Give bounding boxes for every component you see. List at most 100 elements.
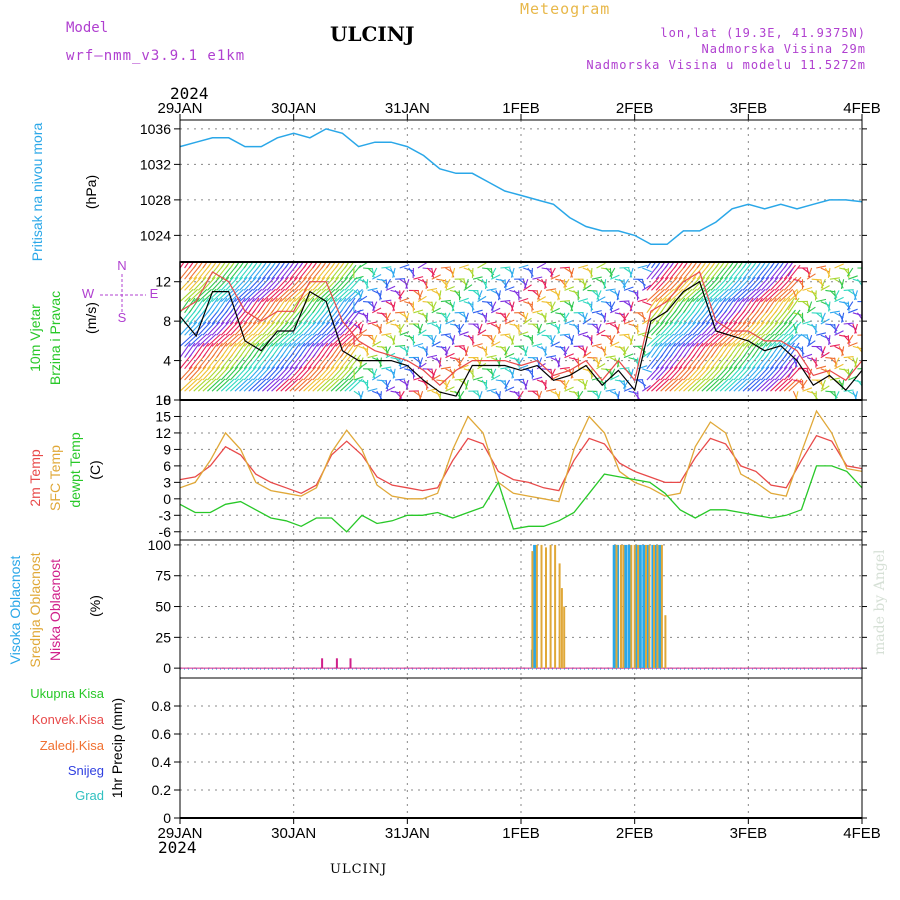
wind-barb	[751, 276, 765, 291]
wind-barb	[385, 386, 396, 392]
wind-barb	[243, 321, 257, 336]
wind-barb	[509, 301, 514, 312]
wind-barb	[477, 379, 488, 384]
wind-barb	[284, 288, 299, 303]
wind-barb	[738, 378, 752, 392]
wind-barb	[816, 298, 827, 303]
temp-2m-label: 2m Temp	[27, 449, 43, 507]
wind-barb	[829, 277, 840, 280]
wind-barb	[664, 333, 679, 347]
wind-barb	[852, 312, 862, 317]
wind-barb	[184, 342, 196, 358]
wind-barb	[413, 276, 424, 280]
wind-barb	[307, 342, 319, 358]
wind-barb	[335, 262, 341, 269]
wind-barb	[609, 335, 613, 346]
wind-barb	[477, 295, 487, 303]
wind-barb	[683, 288, 698, 303]
wind-barb	[609, 267, 613, 278]
wind-barb	[275, 297, 287, 314]
wind-barb	[582, 312, 587, 323]
wind-barb	[440, 333, 451, 336]
wind-barb	[252, 321, 266, 336]
wind-barb	[413, 376, 424, 381]
wind-barb	[463, 301, 474, 306]
wind-barb	[280, 342, 292, 358]
wind-barb	[623, 319, 634, 325]
wind-barb	[705, 276, 720, 291]
wind-barb	[211, 342, 223, 358]
wind-barb	[271, 297, 283, 314]
compass-n: N	[117, 258, 126, 273]
wind-barb	[477, 278, 487, 284]
wind-barb	[692, 333, 707, 347]
wind-barb	[202, 378, 217, 392]
wind-barb	[312, 378, 327, 392]
wind-barb	[344, 333, 359, 347]
wind-barb	[692, 288, 707, 303]
wind-barb	[774, 288, 789, 303]
wind-barb	[289, 366, 303, 381]
wind-barb	[669, 378, 684, 392]
wind-barb	[357, 290, 362, 301]
wind-barb	[234, 378, 249, 392]
wind-barb	[248, 262, 254, 269]
wind-barb	[284, 342, 297, 358]
cloud-bar	[558, 563, 561, 669]
wind-barb	[234, 366, 248, 381]
wind-barb	[339, 366, 353, 381]
wind-barb	[458, 357, 461, 368]
wind-barb	[829, 310, 840, 314]
wind-barb	[557, 323, 561, 334]
wind-barb	[220, 276, 234, 291]
wind-barb	[379, 357, 382, 368]
wind-barb	[316, 378, 331, 392]
wind-barb	[490, 267, 494, 278]
wind-barb	[546, 355, 557, 359]
y-tick-label: 3	[163, 474, 171, 490]
wind-barb	[518, 297, 529, 303]
wind-barb	[303, 262, 309, 269]
wind-barb	[490, 301, 494, 312]
model-label: Model	[66, 20, 109, 36]
wind-barb	[229, 333, 244, 347]
wind-barb	[756, 297, 768, 314]
wind-barb	[438, 357, 442, 368]
wind-barb	[392, 335, 396, 346]
wind-barb	[603, 312, 607, 323]
wind-barb	[715, 333, 730, 347]
wind-barb	[774, 276, 788, 291]
wind-barb	[614, 323, 620, 334]
wind-barb	[271, 262, 277, 269]
wind-barb	[307, 321, 321, 336]
cloud-bar	[637, 544, 640, 669]
wind-barb	[471, 267, 474, 279]
wind-barb	[806, 301, 811, 312]
wind-barb	[321, 378, 336, 392]
wind-barb	[390, 334, 396, 345]
wind-barb	[596, 345, 606, 351]
wind-barb	[444, 278, 451, 289]
wind-barb	[609, 334, 616, 345]
wind-barb	[747, 297, 759, 314]
wind-barb	[344, 366, 358, 381]
wind-barb	[779, 276, 793, 291]
wind-barb	[544, 346, 547, 357]
wind-gust-line	[179, 270, 863, 387]
wind-barb	[783, 342, 795, 358]
temp-unit-label: (C)	[87, 460, 103, 479]
cloud-bar	[638, 544, 642, 669]
wind-barb	[303, 297, 315, 314]
pressure-axis-label: Pritisak na nivou mora	[29, 123, 45, 262]
wind-barb	[673, 297, 686, 314]
wind-barb	[642, 267, 652, 273]
wind-barb	[660, 366, 674, 381]
wind-barb	[573, 390, 581, 400]
wind-barb	[491, 274, 501, 280]
y-tick-label: 0	[163, 660, 171, 676]
wind-barb	[303, 321, 317, 336]
wind-barb	[427, 321, 438, 325]
wind-barb	[770, 342, 782, 358]
wind-barb	[751, 288, 766, 303]
wind-barb	[312, 333, 327, 347]
